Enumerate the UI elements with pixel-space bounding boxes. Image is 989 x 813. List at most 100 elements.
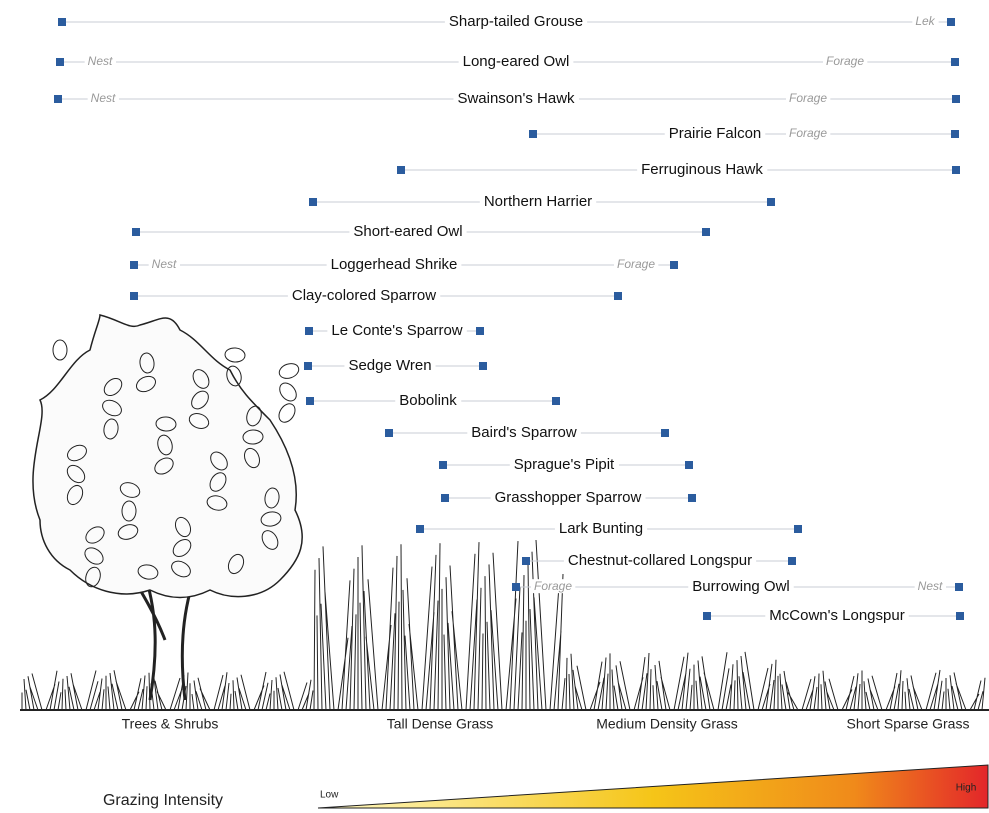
note-bg (785, 91, 831, 106)
bird-name: Long-eared Owl (463, 53, 570, 70)
range-start (304, 362, 312, 370)
range-end (788, 557, 796, 565)
range-end (476, 327, 484, 335)
habitat-use-note: Nest (88, 54, 113, 68)
label-bg (467, 423, 581, 441)
bird-name: Grasshopper Sparrow (495, 489, 642, 506)
leaf (192, 369, 210, 389)
range-end (670, 261, 678, 269)
label-bg (479, 192, 597, 210)
habitat-use-note: Nest (91, 91, 116, 105)
habitat-use-note: Forage (789, 126, 827, 140)
leaf (226, 365, 242, 387)
label-bg (563, 551, 757, 569)
habitat-illustration (21, 314, 986, 711)
range-start (130, 261, 138, 269)
range-start (703, 612, 711, 620)
bird-name: Ferruginous Hawk (641, 161, 763, 178)
leaf (85, 526, 105, 544)
leaf (224, 347, 246, 363)
leaf (85, 566, 101, 588)
note-bg (87, 91, 119, 106)
bird-name: Northern Harrier (484, 193, 592, 210)
label-bg (287, 286, 441, 304)
leaf (210, 451, 228, 471)
label-bg (637, 160, 768, 178)
range-end (951, 130, 959, 138)
label-bg (453, 89, 580, 107)
bird-name: Baird's Sparrow (471, 424, 577, 441)
range-end (952, 166, 960, 174)
bird-name: McCown's Longspur (769, 607, 904, 624)
leaf (172, 539, 192, 557)
range-start (305, 327, 313, 335)
leaf (117, 524, 139, 540)
range-end (661, 429, 669, 437)
gradient-title: Grazing Intensity (103, 792, 223, 809)
label-bg (326, 255, 462, 273)
range-start (56, 58, 64, 66)
bird-name: Clay-colored Sparrow (292, 287, 436, 304)
range-start (439, 461, 447, 469)
label-bg (349, 222, 467, 240)
habitat-label: Tall Dense Grass (387, 716, 494, 732)
range-end (767, 198, 775, 206)
leaf (279, 382, 297, 402)
leaf (278, 363, 300, 379)
low-label: Low (320, 790, 339, 801)
bird-name: Burrowing Owl (692, 578, 790, 595)
range-start (309, 198, 317, 206)
bird-name: Sprague's Pipit (514, 456, 615, 473)
note-bg (912, 14, 939, 29)
range-end (951, 58, 959, 66)
leaf (154, 457, 174, 475)
leaf (84, 547, 104, 565)
leaf (242, 429, 264, 445)
leaf (246, 405, 262, 427)
label-bg (444, 12, 588, 30)
leaf (66, 464, 86, 484)
leaf (103, 377, 123, 397)
range-end (956, 612, 964, 620)
label-bg (458, 52, 574, 70)
leaf (206, 495, 228, 511)
bird-name: Le Conte's Sparrow (331, 322, 462, 339)
leaf (121, 500, 137, 522)
range-end (685, 461, 693, 469)
label-bg (327, 321, 467, 339)
grazing-wedge (317, 764, 989, 809)
habitat-label: Medium Density Grass (596, 716, 738, 732)
leaf (52, 339, 68, 361)
note-bg (148, 257, 180, 272)
label-bg (765, 606, 909, 624)
note-bg (822, 54, 868, 69)
grass (21, 539, 986, 711)
habitat-label: Short Sparse Grass (847, 716, 970, 732)
habitat-use-note: Nest (918, 579, 943, 593)
label-bg (395, 391, 462, 409)
label-bg (554, 519, 648, 537)
bird-name: Bobolink (399, 392, 457, 409)
range-end (702, 228, 710, 236)
bird-name: Loggerhead Shrike (331, 256, 458, 273)
range-end (614, 292, 622, 300)
leaf (260, 511, 282, 527)
tree-crown (32, 314, 303, 599)
leaf (139, 352, 155, 374)
leaf (136, 375, 156, 393)
label-bg (344, 356, 436, 374)
leaf (261, 530, 279, 550)
label-bg (509, 455, 620, 473)
range-start (54, 95, 62, 103)
habitat-label: Trees & Shrubs (122, 716, 219, 732)
range-end (479, 362, 487, 370)
leaf (174, 516, 192, 538)
leaf (103, 418, 119, 440)
label-bg (490, 488, 646, 506)
bird-name: Sedge Wren (348, 357, 431, 374)
habitat-use-note: Forage (826, 54, 864, 68)
range-start (512, 583, 520, 591)
leaf (171, 560, 191, 578)
note-bg (914, 579, 946, 594)
